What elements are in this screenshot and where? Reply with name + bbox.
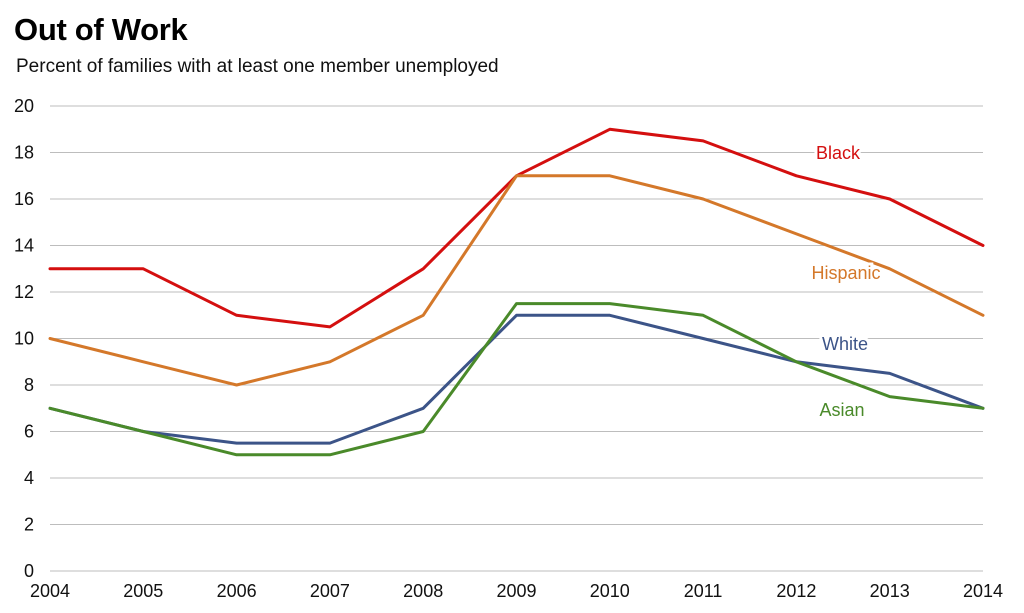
series-label-asian: Asian <box>819 400 864 420</box>
y-tick-label: 18 <box>14 143 34 163</box>
x-tick-label: 2007 <box>310 581 350 601</box>
x-tick-label: 2011 <box>684 581 723 601</box>
x-tick-label: 2010 <box>590 581 630 601</box>
y-tick-label: 16 <box>14 189 34 209</box>
y-tick-label: 20 <box>14 96 34 116</box>
x-tick-label: 2006 <box>217 581 257 601</box>
x-axis-ticks: 2004 2005 2006 2007 2008 2009 2010 2011 2012 2013… <box>30 581 1003 601</box>
series-lines <box>48 127 985 457</box>
x-tick-label: 2012 <box>776 581 816 601</box>
chart-title: Out of Work <box>14 12 188 47</box>
y-tick-label: 4 <box>24 468 34 488</box>
x-tick-label: 2004 <box>30 581 70 601</box>
series-labels: Black Hispanic White Asian <box>808 140 883 423</box>
series-label-black: Black <box>816 143 861 163</box>
chart-subtitle: Percent of families with at least one me… <box>16 56 499 77</box>
series-label-hispanic: Hispanic <box>811 263 880 283</box>
series-line-asian <box>48 302 985 457</box>
x-tick-label: 2014 <box>963 581 1003 601</box>
y-tick-label: 6 <box>24 422 34 442</box>
y-tick-label: 12 <box>14 282 34 302</box>
x-tick-label: 2008 <box>403 581 443 601</box>
x-tick-label: 2009 <box>496 581 536 601</box>
series-line-hispanic <box>48 174 985 387</box>
x-tick-label: 2013 <box>870 581 910 601</box>
y-tick-label: 10 <box>14 329 34 349</box>
y-tick-label: 2 <box>24 515 34 535</box>
y-axis-ticks: 0 2 4 6 8 10 12 14 16 18 20 <box>14 96 34 581</box>
x-tick-label: 2005 <box>123 581 163 601</box>
y-tick-label: 8 <box>24 375 34 395</box>
series-line-white <box>48 313 985 445</box>
y-tick-label: 14 <box>14 236 34 256</box>
y-tick-label: 0 <box>24 561 34 581</box>
series-label-white: White <box>822 334 868 354</box>
